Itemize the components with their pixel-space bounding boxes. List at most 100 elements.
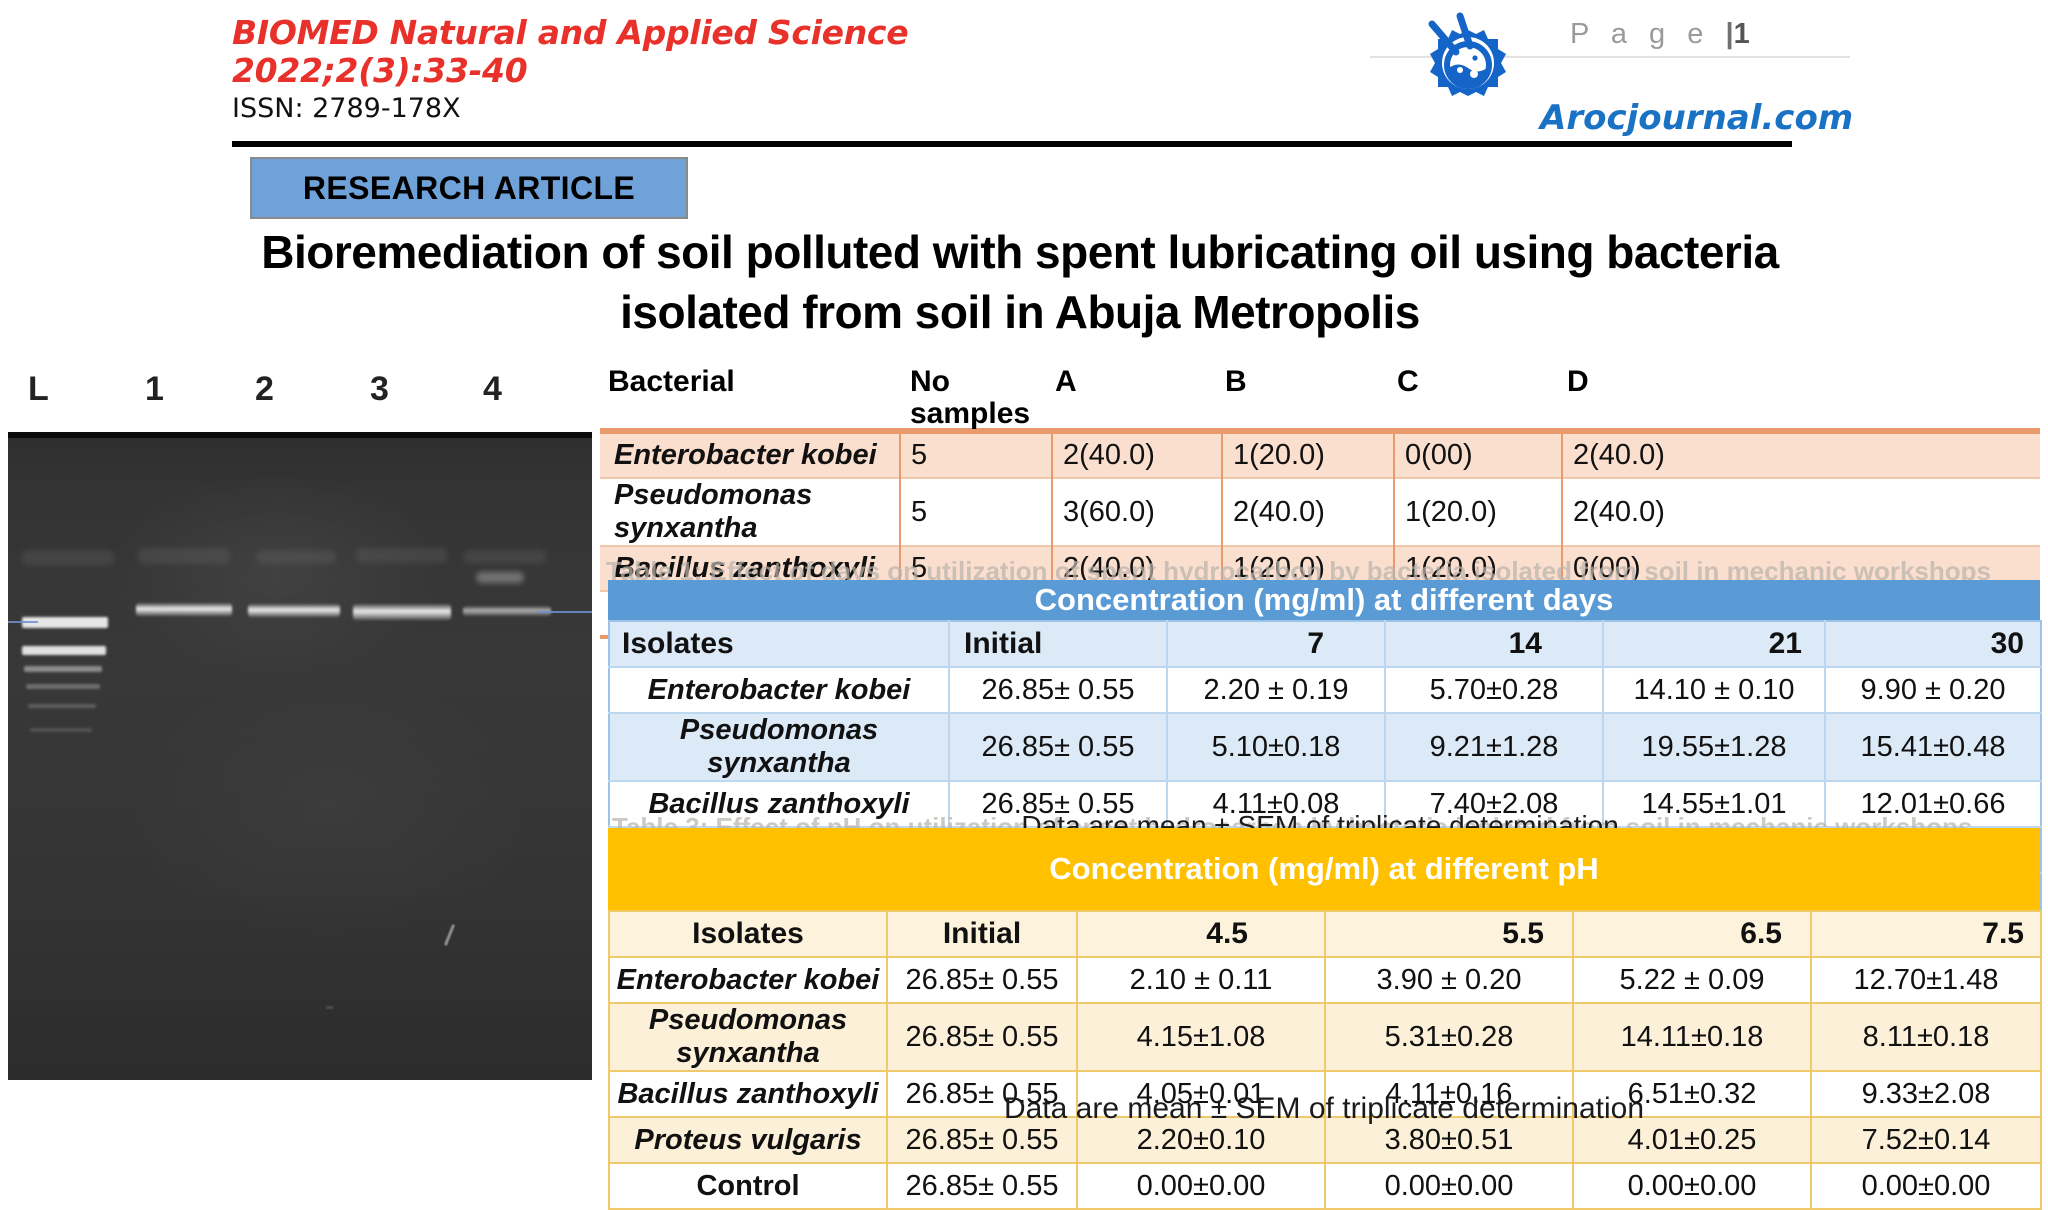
t2-d14: 5.70±0.28	[1385, 667, 1604, 713]
t2-initial: 26.85± 0.55	[949, 667, 1168, 713]
t3-p75: 0.00±0.00	[1811, 1163, 2041, 1209]
t3-col-45: 4.5	[1077, 911, 1326, 957]
gel-lane-label-1: 1	[145, 370, 164, 408]
journal-issn: ISSN: 2789-178X	[232, 93, 461, 124]
research-article-badge-label: RESEARCH ARTICLE	[302, 169, 636, 206]
journal-website-link[interactable]: Arocjournal.com	[1540, 98, 1854, 138]
t1-c: 1(20.0)	[1394, 478, 1563, 546]
page-title: Bioremediation of soil polluted with spe…	[261, 226, 1779, 338]
gel-image	[8, 432, 592, 1080]
table-3-footnote: Data are mean ± SEM of triplicate determ…	[1003, 1092, 1645, 1125]
t3-p55: 5.31±0.28	[1325, 1003, 1574, 1071]
journal-volume-issue: 2022;2(3):33-40	[232, 51, 528, 90]
gel-lane-label-L: L	[28, 370, 49, 408]
t2-d21: 14.55±1.01	[1603, 781, 1826, 827]
t3-initial: 26.85± 0.55	[887, 957, 1078, 1003]
t2-initial: 26.85± 0.55	[949, 781, 1168, 827]
t1-col-b: B	[1225, 365, 1247, 398]
journal-name: BIOMED Natural and Applied Science	[232, 13, 909, 52]
table-3-concentration-by-ph: Concentration (mg/ml) at different pH Is…	[608, 828, 2042, 1210]
t2-d7: 4.11±0.08	[1167, 781, 1386, 827]
t2-col-30: 30	[1825, 621, 2041, 667]
t3-p45: 4.15±1.08	[1077, 1003, 1326, 1071]
table-row: Pseudomonas synxantha 5 3(60.0) 2(40.0) …	[600, 478, 2040, 546]
table-row: Enterobacter kobei 5 2(40.0) 1(20.0) 0(0…	[600, 431, 2040, 478]
t3-p55: 4.11±0.16	[1325, 1071, 1574, 1117]
t2-isolate: Pseudomonas synxantha	[609, 713, 950, 781]
header-bottom-rule	[232, 141, 1792, 147]
gel-lane-labels: L 1 2 3 4	[0, 370, 600, 430]
page-separator: |	[1725, 18, 1734, 50]
t3-isolate: Bacillus zanthoxyli	[609, 1071, 888, 1117]
table-1-header-row: Bacterial No samples A B C D	[600, 365, 2040, 430]
header-thin-divider	[1370, 56, 1850, 58]
t3-p75: 12.70±1.48	[1811, 957, 2041, 1003]
t3-p65: 5.22 ± 0.09	[1573, 957, 1812, 1003]
t1-d: 2(40.0)	[1562, 431, 2040, 478]
t3-p55: 3.90 ± 0.20	[1325, 957, 1574, 1003]
t2-d30: 12.01±0.66	[1825, 781, 2041, 827]
table-3: Isolates Initial 4.5 5.5 6.5 7.5 Enterob…	[608, 910, 2042, 1210]
t2-col-7: 7	[1167, 621, 1386, 667]
t3-col-initial: Initial	[887, 911, 1078, 957]
t3-initial: 26.85± 0.55	[887, 1163, 1078, 1209]
research-article-badge: RESEARCH ARTICLE	[250, 157, 688, 219]
t1-c: 0(00)	[1394, 431, 1563, 478]
t3-col-65: 6.5	[1573, 911, 1812, 957]
t2-d7: 2.20 ± 0.19	[1167, 667, 1386, 713]
t2-col-initial: Initial	[949, 621, 1168, 667]
t3-col-75: 7.5	[1811, 911, 2041, 957]
table-3-header-row: Isolates Initial 4.5 5.5 6.5 7.5	[609, 911, 2041, 957]
t3-initial: 26.85± 0.55	[887, 1003, 1078, 1071]
t2-isolate: Enterobacter kobei	[609, 667, 950, 713]
t3-p45: 0.00±0.00	[1077, 1163, 1326, 1209]
page-header: BIOMED Natural and Applied Science 2022;…	[0, 0, 2048, 152]
t1-species: Enterobacter kobei	[600, 431, 901, 478]
page-indicator: P a g e |1	[1570, 18, 1750, 51]
t3-isolate: Enterobacter kobei	[609, 957, 888, 1003]
t1-col-c: C	[1397, 365, 1419, 398]
t2-d14: 9.21±1.28	[1385, 713, 1604, 781]
t2-col-14: 14	[1385, 621, 1604, 667]
table-2-header-row: Isolates Initial 7 14 21 30	[609, 621, 2041, 667]
gel-lane-label-3: 3	[370, 370, 389, 408]
table-row: Bacillus zanthoxyli 26.85± 0.55 4.11±0.0…	[609, 781, 2041, 827]
t2-col-isolates: Isolates	[609, 621, 950, 667]
t2-isolate: Bacillus zanthoxyli	[609, 781, 950, 827]
t2-d14: 7.40±2.08	[1385, 781, 1604, 827]
t3-col-isolates: Isolates	[609, 911, 888, 957]
table-row: Enterobacter kobei 26.85± 0.55 2.20 ± 0.…	[609, 667, 2041, 713]
t1-b: 2(40.0)	[1222, 478, 1395, 546]
t2-d30: 9.90 ± 0.20	[1825, 667, 2041, 713]
t3-initial: 26.85± 0.55	[887, 1071, 1078, 1117]
t2-initial: 26.85± 0.55	[949, 713, 1168, 781]
page-label: P a g e	[1570, 18, 1726, 50]
table-row: Pseudomonas synxantha 26.85± 0.55 5.10±0…	[609, 713, 2041, 781]
t3-p55: 0.00±0.00	[1325, 1163, 1574, 1209]
table-row: Pseudomonas synxantha 26.85± 0.55 4.15±1…	[609, 1003, 2041, 1071]
t2-d21: 19.55±1.28	[1603, 713, 1826, 781]
t2-d7: 5.10±0.18	[1167, 713, 1386, 781]
t1-d: 2(40.0)	[1562, 478, 2040, 546]
t1-a: 2(40.0)	[1052, 431, 1223, 478]
t1-a: 3(60.0)	[1052, 478, 1223, 546]
t2-d21: 14.10 ± 0.10	[1603, 667, 1826, 713]
t1-species: Pseudomonas synxantha	[600, 478, 901, 546]
t1-col-d: D	[1567, 365, 1589, 398]
table-3-title: Concentration (mg/ml) at different pH	[608, 828, 2040, 910]
gel-lane-label-4: 4	[483, 370, 502, 408]
gel-lane-label-2: 2	[255, 370, 274, 408]
t3-p75: 9.33±2.08	[1811, 1071, 2041, 1117]
t3-p45: 4.05±0.01	[1077, 1071, 1326, 1117]
t3-isolate: Pseudomonas synxantha	[609, 1003, 888, 1071]
t1-col-no: No	[910, 365, 950, 398]
table-row: Bacillus zanthoxyli 26.85± 0.55 4.05±0.0…	[609, 1071, 2041, 1117]
table-2-title: Concentration (mg/ml) at different days	[608, 580, 2040, 620]
t1-col-samples: samples	[910, 397, 1031, 430]
gear-flask-logo-icon	[1408, 8, 1528, 124]
t3-p75: 8.11±0.18	[1811, 1003, 2041, 1071]
t3-p45: 2.10 ± 0.11	[1077, 957, 1326, 1003]
t2-d30: 15.41±0.48	[1825, 713, 2041, 781]
table-row: Enterobacter kobei 26.85± 0.55 2.10 ± 0.…	[609, 957, 2041, 1003]
t3-p65: 14.11±0.18	[1573, 1003, 1812, 1071]
